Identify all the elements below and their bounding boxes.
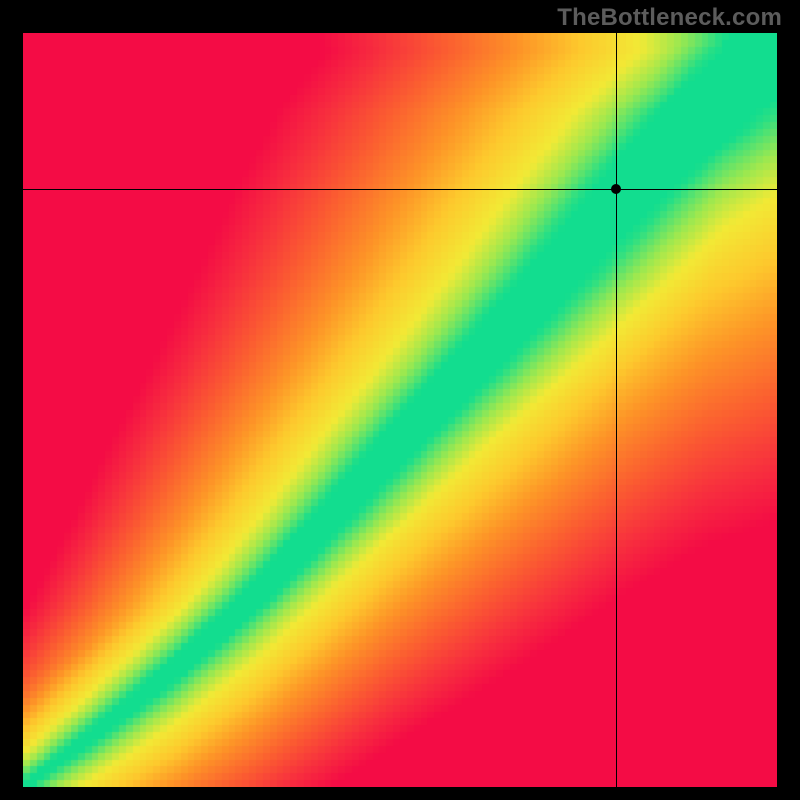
heatmap-plot [23, 33, 777, 787]
watermark-text: TheBottleneck.com [557, 4, 782, 32]
crosshair-marker [611, 184, 621, 194]
canvas-root: TheBottleneck.com [0, 0, 800, 800]
crosshair-horizontal [23, 189, 777, 190]
crosshair-vertical [616, 33, 617, 787]
heatmap-canvas [23, 33, 777, 787]
